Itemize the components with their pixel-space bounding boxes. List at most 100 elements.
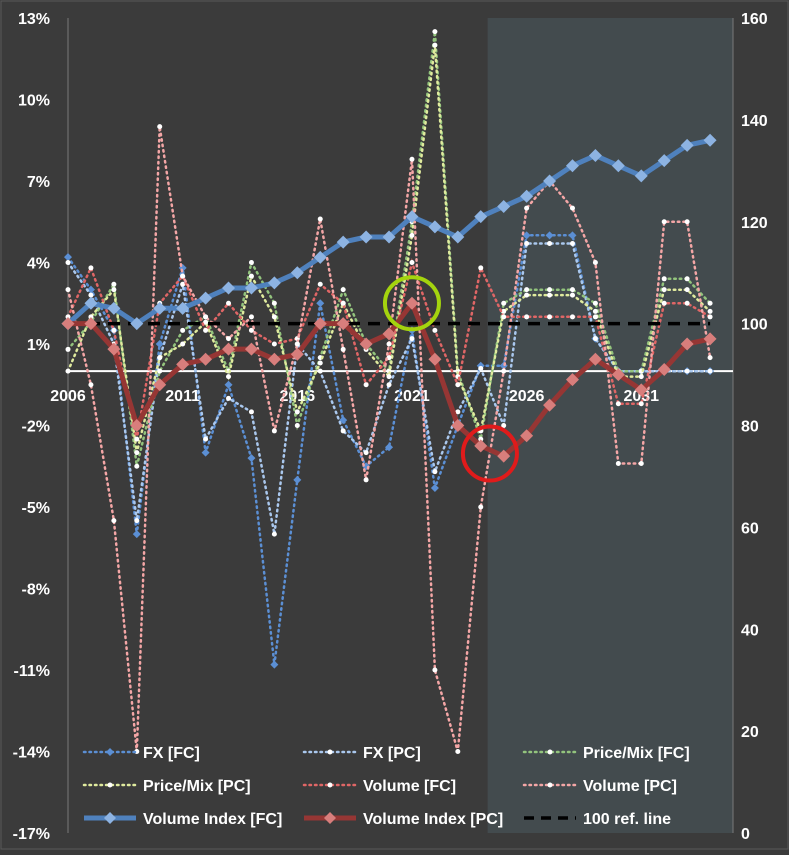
data-point bbox=[478, 504, 484, 510]
legend-marker bbox=[547, 782, 553, 788]
x-axis-tick-label: 2006 bbox=[50, 388, 86, 405]
data-point bbox=[524, 240, 530, 246]
data-point bbox=[64, 253, 72, 262]
legend-entry-volume-index-fc: Volume Index [FC] bbox=[84, 811, 282, 828]
legend-marker bbox=[547, 749, 553, 755]
data-point bbox=[271, 341, 277, 347]
data-point bbox=[222, 342, 236, 356]
data-point bbox=[661, 276, 667, 282]
data-point bbox=[65, 368, 71, 374]
data-point bbox=[451, 419, 465, 432]
data-point bbox=[153, 301, 167, 315]
data-point bbox=[638, 401, 644, 407]
data-point bbox=[248, 409, 254, 415]
right-axis-tick-label: 20 bbox=[741, 724, 759, 741]
data-point bbox=[84, 317, 98, 331]
data-point bbox=[524, 292, 530, 298]
data-point bbox=[680, 337, 694, 351]
data-point bbox=[290, 347, 304, 361]
data-point bbox=[271, 428, 277, 434]
data-point bbox=[88, 382, 94, 388]
data-point bbox=[203, 327, 209, 333]
left-axis-tick-label: -5% bbox=[22, 500, 50, 517]
legend-entry-price-mix-fc: Price/Mix [FC] bbox=[522, 745, 690, 762]
data-point bbox=[65, 287, 71, 293]
data-point bbox=[201, 448, 210, 457]
data-point bbox=[611, 159, 625, 173]
left-axis-tick-label: 7% bbox=[27, 174, 50, 191]
data-point bbox=[270, 660, 279, 669]
series-volume-index-pc bbox=[61, 296, 717, 463]
data-point bbox=[267, 276, 281, 290]
data-point bbox=[684, 368, 690, 374]
data-point bbox=[134, 450, 140, 456]
data-point bbox=[592, 308, 598, 314]
data-point bbox=[224, 380, 233, 389]
data-point bbox=[474, 210, 488, 224]
right-axis-tick-label: 0 bbox=[741, 826, 750, 843]
data-point bbox=[569, 240, 575, 246]
data-point bbox=[132, 530, 141, 539]
data-point bbox=[382, 327, 396, 341]
data-point bbox=[611, 368, 625, 382]
legend-entry-volume-pc: Volume [PC] bbox=[522, 778, 677, 795]
data-point bbox=[524, 287, 530, 293]
data-point bbox=[638, 461, 644, 467]
data-point bbox=[592, 336, 598, 342]
data-point bbox=[568, 231, 577, 240]
data-point bbox=[226, 374, 232, 380]
left-axis-tick-label: -8% bbox=[22, 582, 50, 599]
data-point bbox=[244, 281, 258, 295]
data-point bbox=[520, 189, 534, 203]
right-axis-tick-label: 140 bbox=[741, 113, 768, 130]
data-point bbox=[638, 374, 644, 380]
data-point bbox=[432, 469, 438, 475]
data-point bbox=[88, 292, 94, 298]
left-axis-tick-label: 13% bbox=[18, 11, 50, 28]
legend-entry-volume-index-pc: Volume Index [PC] bbox=[304, 811, 503, 828]
data-point bbox=[313, 317, 327, 331]
data-point bbox=[247, 454, 256, 463]
data-point bbox=[111, 281, 117, 287]
data-point bbox=[317, 360, 323, 366]
legend-marker bbox=[104, 812, 116, 824]
data-point bbox=[547, 240, 553, 246]
data-point bbox=[248, 273, 254, 279]
data-point bbox=[428, 220, 442, 234]
data-point bbox=[130, 419, 144, 432]
legend-label: Volume [PC] bbox=[583, 778, 677, 795]
data-point bbox=[524, 205, 530, 211]
data-point bbox=[684, 300, 690, 306]
data-point bbox=[592, 300, 598, 306]
data-point bbox=[340, 287, 346, 293]
data-point bbox=[134, 518, 140, 524]
left-axis-tick-label: -11% bbox=[14, 663, 50, 680]
data-point bbox=[432, 327, 438, 333]
data-point bbox=[409, 260, 415, 265]
legend-label: Volume Index [FC] bbox=[143, 811, 282, 828]
data-point bbox=[271, 531, 277, 537]
data-point bbox=[385, 443, 394, 452]
data-point bbox=[199, 352, 213, 366]
data-point bbox=[547, 287, 553, 293]
data-point bbox=[317, 281, 323, 287]
data-point bbox=[386, 341, 392, 347]
left-axis-tick-label: -17% bbox=[13, 826, 50, 843]
data-point bbox=[203, 319, 209, 325]
data-point bbox=[244, 342, 258, 356]
data-point bbox=[153, 378, 167, 392]
data-point bbox=[547, 292, 553, 298]
data-point bbox=[501, 308, 507, 314]
data-point bbox=[248, 314, 254, 320]
data-point bbox=[432, 667, 438, 673]
data-point bbox=[707, 368, 713, 374]
right-axis-tick-label: 60 bbox=[741, 520, 759, 537]
data-point bbox=[707, 314, 713, 320]
data-point bbox=[661, 287, 667, 293]
data-point bbox=[405, 210, 419, 224]
series-volume-index-fc bbox=[61, 133, 717, 331]
data-point bbox=[180, 281, 186, 287]
data-point bbox=[501, 300, 507, 306]
